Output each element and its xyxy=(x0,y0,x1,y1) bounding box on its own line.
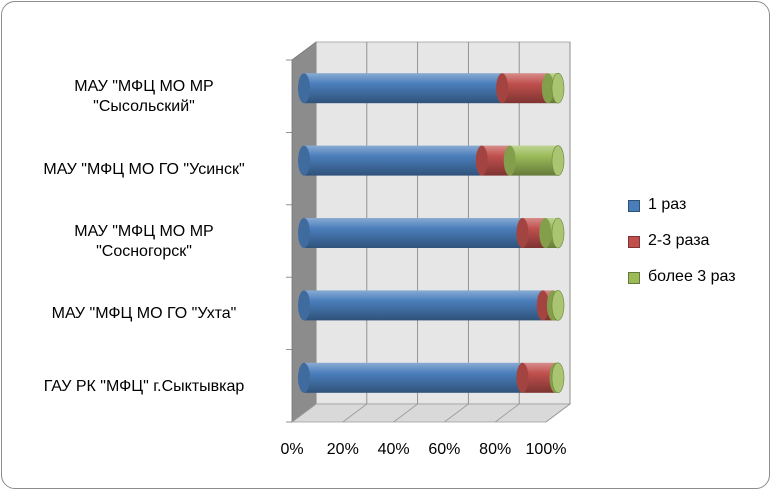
bar-segment xyxy=(304,218,523,248)
bar-end-cap xyxy=(551,362,565,394)
floor-gridline xyxy=(393,403,418,423)
category-label: МАУ "МФЦ МО ГО "Ухта" xyxy=(51,305,237,323)
legend-item: 1 раз xyxy=(628,196,768,216)
bar-segment-edge xyxy=(541,73,554,104)
category-label: МАУ "МФЦ МО МР "Сысольский" xyxy=(74,78,214,116)
floor-gridline xyxy=(342,403,368,423)
category-label: МАУ "МФЦ МО ГО "Усинск" xyxy=(43,160,245,178)
legend-label: более 3 раз xyxy=(648,268,736,285)
floor-gridline xyxy=(444,403,469,423)
bar-end-cap xyxy=(551,145,565,176)
bar-segment-edge xyxy=(475,145,488,176)
bar-end-cap xyxy=(551,290,565,321)
x-tick-label: 40% xyxy=(377,441,410,458)
legend-label: 1 раз xyxy=(648,196,687,213)
bar-segment-edge xyxy=(503,145,516,176)
legend-swatch xyxy=(628,272,640,284)
category-label: МАУ "МФЦ МО МР "Сосногорск" xyxy=(74,223,214,260)
bar-segment-edge xyxy=(298,73,310,104)
x-tick-label: 60% xyxy=(428,441,461,458)
bar-segment xyxy=(304,73,503,104)
bar-segment xyxy=(304,362,523,393)
bar-segment-edge xyxy=(516,218,529,248)
bar-segment-edge xyxy=(516,362,529,393)
legend-swatch xyxy=(628,236,640,248)
bar-end-cap xyxy=(551,72,565,104)
bar-segment xyxy=(304,290,543,321)
bar-segment-edge xyxy=(298,362,310,393)
x-tick-label: 80% xyxy=(479,441,512,458)
legend-item: более 3 раз xyxy=(628,268,768,288)
x-tick-label: 100% xyxy=(525,441,567,458)
bar-segment-edge xyxy=(496,73,509,104)
bar-segment xyxy=(509,145,558,176)
bar-segment-edge xyxy=(298,218,310,248)
bar-segment-edge xyxy=(536,290,549,321)
bar-segment xyxy=(522,218,546,248)
bar-segment xyxy=(502,73,548,104)
x-tick-label: 20% xyxy=(326,441,359,458)
bar-segment xyxy=(304,145,482,176)
floor-gridline xyxy=(494,403,520,423)
legend-item: 2-3 раза xyxy=(628,232,768,252)
legend-swatch xyxy=(628,200,640,212)
bar-end-cap xyxy=(551,217,565,249)
category-label: ГАУ РК "МФЦ" г.Сыктывкар xyxy=(43,377,245,395)
x-tick-label: 0% xyxy=(280,441,304,458)
floor-gridline xyxy=(291,403,317,423)
floor xyxy=(290,403,572,423)
floor-gridline xyxy=(545,403,571,423)
bar-segment-edge xyxy=(539,218,552,248)
legend-label: 2-3 раза xyxy=(648,232,710,249)
bar-segment-edge xyxy=(298,145,310,176)
bar-segment-edge xyxy=(298,290,310,321)
